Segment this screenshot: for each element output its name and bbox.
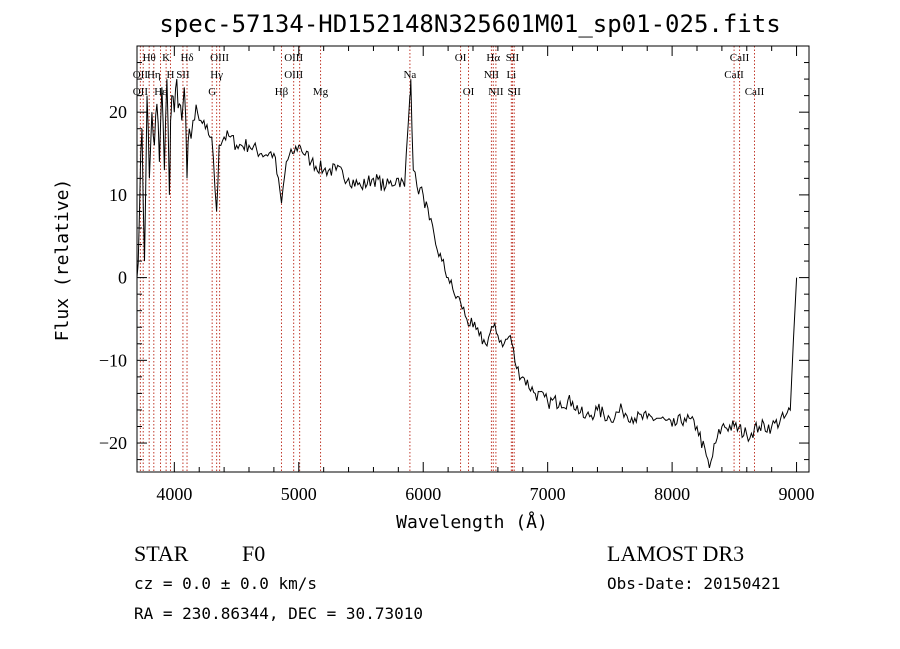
line-label: NII: [484, 69, 500, 81]
class-label: STAR: [134, 541, 189, 566]
line-label: SII: [176, 69, 190, 81]
line-label: SII: [507, 86, 521, 98]
x-axis-label: Wavelength (Å): [396, 511, 548, 533]
y-tick-label: 20: [109, 102, 127, 122]
chart-title: spec-57134-HD152148N325601M01_sp01-025.f…: [159, 10, 780, 38]
line-label: SII: [506, 52, 520, 64]
survey-label: LAMOST DR3: [607, 541, 744, 566]
spectrum-series: [136, 79, 798, 469]
axes-ticks: 4000 5000 6000 7000 8000 9000 −20 −10 0 10 20: [99, 46, 815, 504]
line-label: CaII: [745, 86, 765, 98]
x-tick-label: 7000: [530, 484, 566, 504]
x-tick-label: 9000: [779, 484, 815, 504]
y-tick-label: −20: [99, 433, 127, 453]
y-tick-label: 10: [109, 185, 127, 205]
spectrum-line: [136, 79, 798, 469]
cz-label: cz = 0.0 ± 0.0 km/s: [134, 574, 317, 593]
x-tick-label: 5000: [281, 484, 317, 504]
line-label: OI: [455, 52, 467, 64]
obs-date-label: Obs-Date: 20150421: [607, 574, 780, 593]
line-label: K: [162, 52, 170, 64]
line-label: G: [208, 86, 216, 98]
line-label: OII: [133, 86, 149, 98]
plot-frame: [136, 45, 810, 473]
line-label: OIII: [210, 52, 229, 64]
line-label: OIII: [284, 52, 303, 64]
line-label: Hα: [486, 52, 500, 64]
line-label: NII: [488, 86, 504, 98]
subclass-label: F0: [242, 541, 265, 566]
x-tick-label: 4000: [156, 484, 192, 504]
line-label: CaII: [724, 69, 744, 81]
line-label: Na: [403, 69, 416, 81]
y-tick-label: −10: [99, 350, 127, 370]
y-tick-label: 0: [118, 268, 127, 288]
line-label: OI: [463, 86, 475, 98]
line-label: Li: [506, 69, 516, 81]
line-label: Hε: [154, 86, 167, 98]
x-tick-label: 8000: [654, 484, 690, 504]
radec-label: RA = 230.86344, DEC = 30.73010: [134, 604, 423, 623]
spectral-line-markers: [139, 46, 755, 472]
line-label: H: [166, 69, 174, 81]
y-axis-label: Flux (relative): [52, 179, 73, 342]
line-label: OII: [133, 69, 149, 81]
line-label: Hγ: [210, 69, 223, 81]
line-label: Hη: [147, 69, 161, 81]
line-label: Mg: [313, 86, 329, 98]
line-label: Hβ: [275, 86, 289, 98]
line-label: Hθ: [143, 52, 156, 64]
line-label: Hδ: [180, 52, 193, 64]
x-tick-label: 6000: [405, 484, 441, 504]
line-label: CaII: [730, 52, 750, 64]
line-label: OIII: [284, 69, 303, 81]
